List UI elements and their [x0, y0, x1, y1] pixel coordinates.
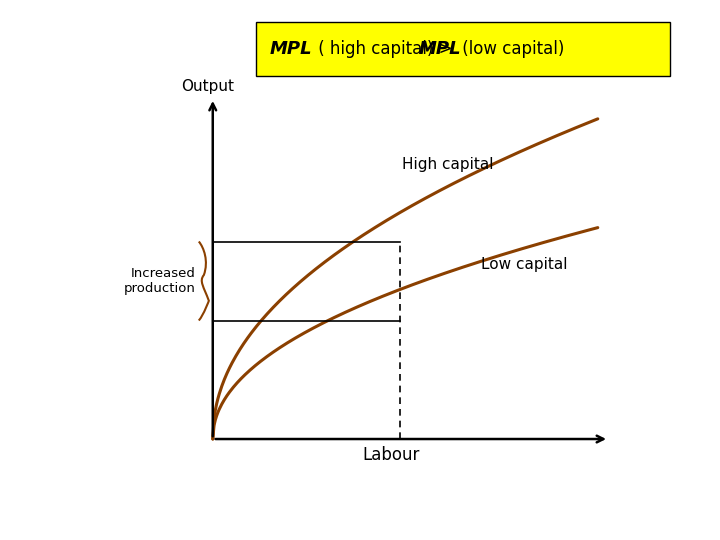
Text: (low capital): (low capital): [457, 39, 564, 58]
Text: Output: Output: [181, 79, 234, 94]
Text: Labour: Labour: [363, 446, 420, 464]
Text: MPL: MPL: [419, 39, 462, 58]
Text: MPL: MPL: [270, 39, 312, 58]
Text: High capital: High capital: [402, 157, 494, 172]
Text: ( high capital) >: ( high capital) >: [313, 39, 458, 58]
Text: Increased
production: Increased production: [124, 267, 196, 295]
Text: Low capital: Low capital: [481, 257, 567, 272]
